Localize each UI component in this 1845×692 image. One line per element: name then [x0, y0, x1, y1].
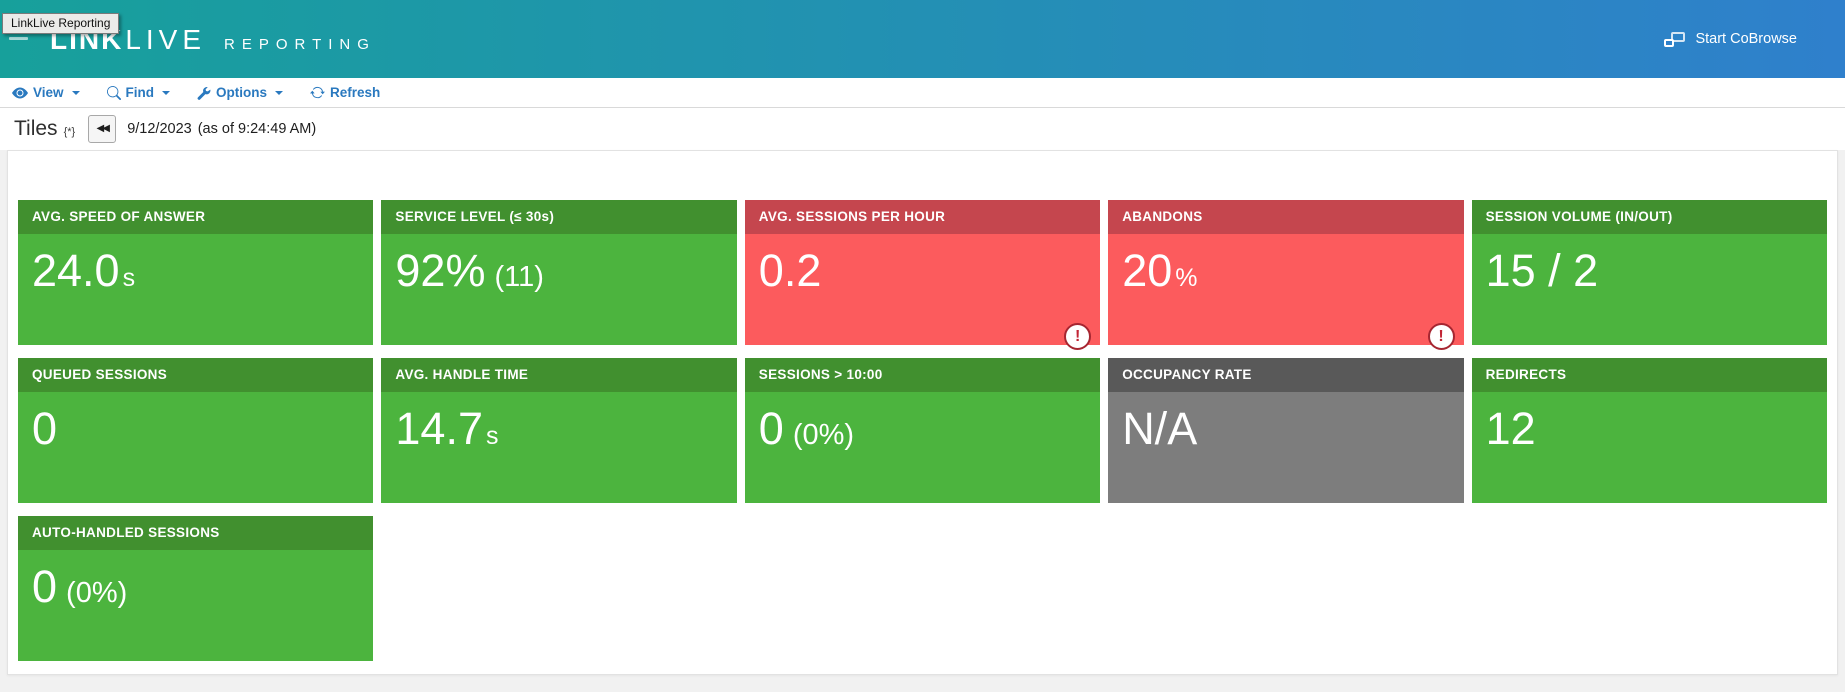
rewind-icon: ◀◀ — [96, 123, 110, 134]
toolbar-find-label: Find — [125, 85, 155, 100]
tile-value-secondary: (11) — [494, 261, 544, 293]
tile-label: AVG. SPEED OF ANSWER — [18, 200, 374, 234]
exclamation-icon: ! — [1427, 323, 1455, 350]
tile-value-main: 14.7 — [395, 403, 483, 454]
tile-avg-speed-of-answer[interactable]: AVG. SPEED OF ANSWER 24.0 s — [18, 200, 374, 345]
search-icon — [106, 85, 121, 100]
tile-value: 0 — [18, 392, 373, 456]
tile-value: N/A — [1108, 392, 1463, 456]
tile-redirects[interactable]: REDIRECTS 12 — [1471, 358, 1827, 503]
tile-label: OCCUPANCY RATE — [1108, 358, 1464, 392]
caret-down-icon — [71, 90, 80, 95]
tile-value-main: 20 — [1122, 245, 1173, 296]
logo-reporting-text: REPORTING — [224, 36, 376, 53]
tile-value-secondary: (0%) — [66, 577, 128, 609]
toolbar-refresh-label: Refresh — [330, 85, 381, 100]
tile-value-main: 12 — [1485, 403, 1536, 454]
tile-value: 12 — [1472, 392, 1827, 456]
tile-queued-sessions[interactable]: QUEUED SESSIONS 0 — [18, 358, 374, 503]
tile-value-secondary: (0%) — [792, 419, 855, 451]
start-cobrowse-button[interactable]: Start CoBrowse — [1664, 0, 1797, 78]
tile-value-main: 0 — [32, 561, 58, 612]
tile-service-level-30s[interactable]: SERVICE LEVEL (≤ 30s) 92% (11) — [381, 200, 737, 345]
report-as-of: (as of 9:24:49 AM) — [197, 121, 317, 137]
tile-value-main: 24.0 — [32, 245, 120, 296]
toolbar-options-label: Options — [216, 85, 268, 100]
rewind-button[interactable]: ◀◀ — [88, 115, 117, 143]
tile-value-main: 92% — [395, 245, 486, 296]
tile-auto-handled-sessions[interactable]: AUTO-HANDLED SESSIONS 0 (0%) — [18, 516, 374, 661]
start-cobrowse-label: Start CoBrowse — [1695, 31, 1797, 47]
tile-value-main: 0.2 — [758, 245, 822, 296]
tile-value-suffix: % — [1175, 264, 1198, 292]
logo-live-text: LIVE — [125, 24, 207, 55]
tile-value: 20% — [1108, 234, 1463, 298]
tile-session-volume-in-out[interactable]: SESSION VOLUME (IN/OUT) 15 / 2 — [1471, 200, 1827, 345]
content-area: AVG. SPEED OF ANSWER 24.0 s SERVICE LEVEL… — [0, 150, 1845, 675]
caret-down-icon — [162, 90, 171, 95]
tile-value-main: N/A — [1122, 403, 1198, 454]
tile-label: AVG. HANDLE TIME — [381, 358, 737, 392]
title-marker: {*} — [63, 126, 76, 138]
tile-label: SESSION VOLUME (IN/OUT) — [1471, 200, 1827, 234]
tile-label: SESSIONS > 10:00 — [744, 358, 1101, 392]
wrench-icon — [197, 86, 211, 100]
report-date: 9/12/2023 — [127, 121, 192, 137]
refresh-icon — [310, 85, 325, 100]
tile-label: REDIRECTS — [1471, 358, 1827, 392]
title-bar: Tiles {*} ◀◀ 9/12/2023 (as of 9:24:49 AM… — [0, 108, 1845, 150]
caret-down-icon — [275, 90, 284, 95]
tile-occupancy-rate[interactable]: OCCUPANCY RATE N/A — [1108, 358, 1464, 503]
tile-label: AVG. SESSIONS PER HOUR — [744, 200, 1101, 234]
tile-value: 0 (0%) — [18, 550, 373, 614]
tile-label: SERVICE LEVEL (≤ 30s) — [381, 200, 737, 234]
exclamation-icon: ! — [1064, 323, 1092, 350]
tile-label: QUEUED SESSIONS — [18, 358, 374, 392]
tile-value-main: 0 — [758, 403, 784, 454]
eye-icon — [12, 85, 28, 101]
tile-abandons[interactable]: ABANDONS 20% ! — [1108, 200, 1464, 350]
tile-value: 92% (11) — [381, 234, 736, 298]
page-title: Tiles — [14, 117, 58, 140]
app-logo: LINK LIVE REPORTING — [50, 0, 376, 78]
tiles-grid: AVG. SPEED OF ANSWER 24.0 s SERVICE LEVEL… — [18, 200, 1827, 661]
tile-label: ABANDONS — [1108, 200, 1464, 234]
tile-value: 0 (0%) — [745, 392, 1100, 456]
cobrowse-screens-icon — [1664, 31, 1686, 47]
tile-value: 15 / 2 — [1472, 234, 1827, 298]
tile-label: AUTO-HANDLED SESSIONS — [18, 516, 374, 550]
tile-value: 14.7 s — [381, 392, 736, 456]
toolbar: View Find Options Refresh — [0, 78, 1845, 108]
tile-value: 24.0 s — [18, 234, 373, 298]
toolbar-view-label: View — [33, 85, 64, 100]
toolbar-find-button[interactable]: Find — [106, 85, 171, 100]
tile-value-suffix: s — [485, 422, 499, 450]
app-header: LinkLive Reporting LINK LIVE REPORTING St… — [0, 0, 1845, 78]
toolbar-options-button[interactable]: Options — [197, 85, 284, 100]
tile-value-main: 0 — [32, 403, 58, 454]
tooltip: LinkLive Reporting — [2, 13, 120, 34]
tile-avg-handle-time[interactable]: AVG. HANDLE TIME 14.7 s — [381, 358, 737, 503]
tile-value-suffix: s — [122, 264, 136, 292]
toolbar-refresh-button[interactable]: Refresh — [310, 85, 380, 100]
tile-value-main: 15 / 2 — [1485, 245, 1599, 296]
tile-value: 0.2 — [745, 234, 1100, 298]
toolbar-view-button[interactable]: View — [12, 85, 80, 101]
tiles-panel: AVG. SPEED OF ANSWER 24.0 s SERVICE LEVEL… — [7, 150, 1838, 675]
tile-sessions-10-00[interactable]: SESSIONS > 10:00 0 (0%) — [744, 358, 1101, 503]
tile-avg-sessions-per-hour[interactable]: AVG. SESSIONS PER HOUR 0.2 ! — [744, 200, 1101, 350]
